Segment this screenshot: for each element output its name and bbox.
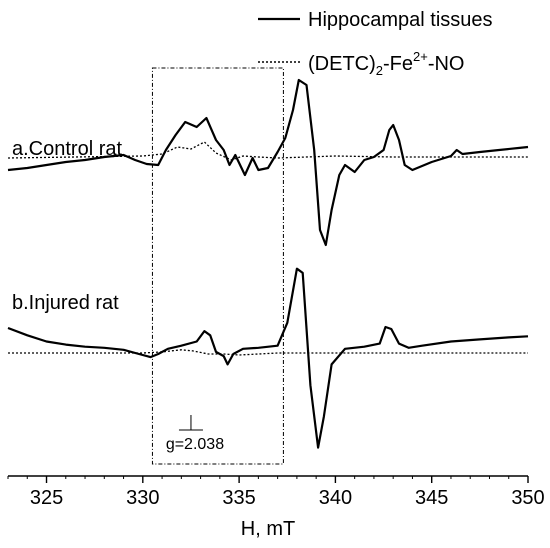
legend: Hippocampal tissues (DETC)2-Fe2+-NO: [258, 9, 493, 78]
x-tick-label-330: 330: [126, 487, 159, 509]
legend-label-detc-part1: (DETC): [308, 53, 376, 75]
legend-label-detc-sup: 2+: [413, 49, 428, 64]
g-factor-marker: g=2.038: [166, 415, 224, 453]
legend-label-detc-sub: 2: [376, 63, 383, 78]
x-axis-tick-labels: 325 330 335 340 345 350: [30, 487, 545, 509]
legend-label-detc: (DETC)2-Fe2+-NO: [308, 49, 465, 78]
g-factor-label: g=2.038: [166, 436, 224, 453]
control-dotted-curve: [7, 141, 528, 161]
x-tick-label-350: 350: [511, 487, 544, 509]
x-tick-label-345: 345: [415, 487, 448, 509]
x-tick-label-325: 325: [30, 487, 63, 509]
legend-label-detc-part2: -Fe: [383, 53, 413, 75]
x-tick-label-335: 335: [222, 487, 255, 509]
series-label-control: a.Control rat: [12, 138, 122, 160]
legend-label-hippocampal: Hippocampal tissues: [308, 9, 493, 31]
series-label-injured: b.Injured rat: [12, 292, 119, 314]
x-axis-label: H, mT: [241, 518, 295, 540]
x-axis-ticks: [7, 476, 529, 483]
annotation-box: [151, 67, 284, 465]
spectrum-curves: [7, 78, 529, 449]
control-solid-curve: [7, 78, 529, 247]
legend-label-detc-part3: -NO: [428, 53, 465, 75]
injured-dotted-curve: [8, 349, 528, 356]
x-tick-label-340: 340: [319, 487, 352, 509]
